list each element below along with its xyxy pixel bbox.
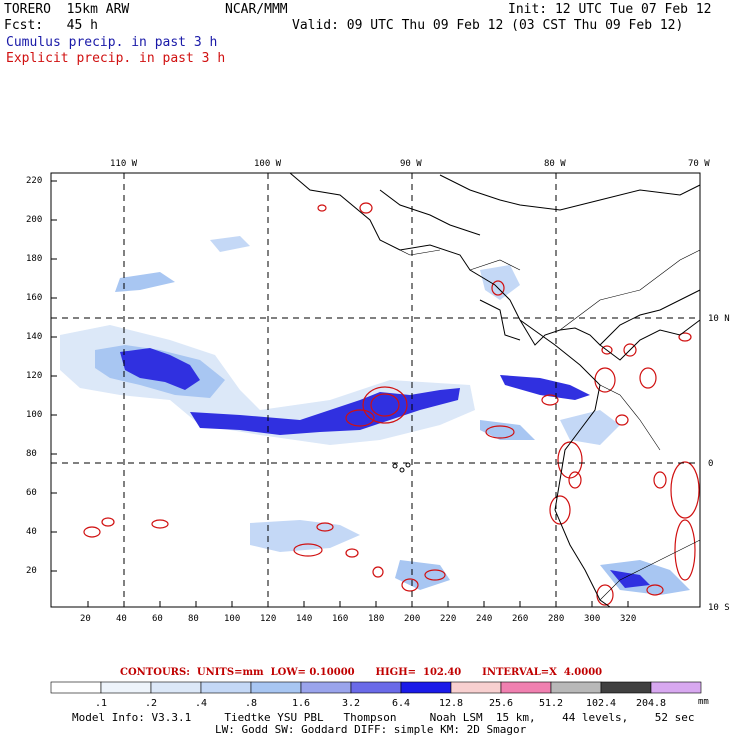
lat-label-10s: 10 S xyxy=(708,603,730,613)
x-tick-label: 220 xyxy=(440,614,457,624)
colorbar-tick-label: .1 xyxy=(95,698,107,709)
colorbar-tick-label: .8 xyxy=(245,698,257,709)
colorbar-swatch xyxy=(350,681,402,694)
x-tick-label: 40 xyxy=(116,614,127,624)
lat-label-0: 0 xyxy=(708,459,714,469)
colorbar-tick-label: 12.8 xyxy=(439,698,463,709)
x-tick-label: 160 xyxy=(332,614,349,624)
y-tick-label: 140 xyxy=(26,332,43,342)
x-tick-label: 60 xyxy=(152,614,163,624)
colorbar-swatch xyxy=(200,681,252,694)
y-tick-label: 180 xyxy=(26,254,43,264)
x-tick-marks xyxy=(87,601,629,607)
colorbar-tick-label: .2 xyxy=(145,698,157,709)
country-borders xyxy=(379,239,701,601)
model-info-line1: Model Info: V3.3.1 Tiedtke YSU PBL Thomp… xyxy=(72,711,695,724)
y-tick-label: 220 xyxy=(26,176,43,186)
y-tick-label: 80 xyxy=(26,449,37,459)
colorbar-tick-label: 102.4 xyxy=(586,698,616,709)
colorbar-swatch xyxy=(650,681,702,694)
graticule xyxy=(51,173,700,607)
y-tick-label: 100 xyxy=(26,410,43,420)
lon-label-100w: 100 W xyxy=(254,159,282,169)
colorbar-swatch xyxy=(250,681,302,694)
colorbar-swatch xyxy=(550,681,602,694)
x-tick-label: 100 xyxy=(224,614,241,624)
colorbar-tick-label: 25.6 xyxy=(489,698,513,709)
colorbar-swatch xyxy=(300,681,352,694)
colorbar-tick-label: 3.2 xyxy=(342,698,360,709)
y-tick-label: 60 xyxy=(26,488,37,498)
lon-label-80w: 80 W xyxy=(544,159,566,169)
x-tick-label: 140 xyxy=(296,614,313,624)
colorbar-tick-label: 51.2 xyxy=(539,698,563,709)
x-tick-label: 80 xyxy=(188,614,199,624)
model-name: TORERO 15km ARW xyxy=(4,2,130,17)
forecast-hour: Fcst: 45 h xyxy=(4,18,98,33)
y-tick-label: 20 xyxy=(26,566,37,576)
organization: NCAR/MMM xyxy=(225,2,288,17)
x-tick-label: 300 xyxy=(584,614,601,624)
y-tick-label: 120 xyxy=(26,371,43,381)
explicit-legend: Explicit precip. in past 3 h xyxy=(6,51,226,66)
x-tick-label: 20 xyxy=(80,614,91,624)
x-tick-label: 320 xyxy=(620,614,637,624)
explicit-precip-contours xyxy=(83,202,700,606)
colorbar-swatch xyxy=(50,681,102,694)
colorbar-swatch xyxy=(450,681,502,694)
colorbar-tick-label: 204.8 xyxy=(636,698,666,709)
y-tick-marks xyxy=(51,180,57,572)
colorbar-swatch xyxy=(600,681,652,694)
colorbar-unit: mm xyxy=(698,697,709,707)
x-tick-label: 200 xyxy=(404,614,421,624)
valid-time: Valid: 09 UTC Thu 09 Feb 12 (03 CST Thu … xyxy=(292,18,684,33)
model-info-line2: LW: Godd SW: Goddard DIFF: simple KM: 2D… xyxy=(215,723,527,736)
lat-label-10n: 10 N xyxy=(708,314,730,324)
colorbar-swatch xyxy=(150,681,202,694)
colorbar-title: CONTOURS: UNITS=mm LOW= 0.10000 HIGH= 10… xyxy=(120,667,603,678)
colorbar: .1 .2 .4 .8 1.6 3.2 6.4 12.8 25.6 51.2 102.4 204.8 xyxy=(50,681,702,709)
coastlines xyxy=(289,172,701,608)
x-tick-label: 280 xyxy=(548,614,565,624)
init-time: Init: 12 UTC Tue 07 Feb 12 xyxy=(508,2,712,17)
y-tick-label: 200 xyxy=(26,215,43,225)
cumulus-legend: Cumulus precip. in past 3 h xyxy=(6,35,218,50)
x-tick-label: 180 xyxy=(368,614,385,624)
lon-label-90w: 90 W xyxy=(400,159,422,169)
x-tick-label: 260 xyxy=(512,614,529,624)
y-tick-label: 160 xyxy=(26,293,43,303)
colorbar-swatch xyxy=(500,681,552,694)
y-tick-label: 40 xyxy=(26,527,37,537)
colorbar-tick-label: 6.4 xyxy=(392,698,410,709)
x-tick-label: 120 xyxy=(260,614,277,624)
cumulus-precip-areas xyxy=(60,236,690,595)
lon-label-70w: 70 W xyxy=(688,159,710,169)
colorbar-swatch xyxy=(100,681,152,694)
lon-label-110w: 110 W xyxy=(110,159,138,169)
colorbar-tick-label: 1.6 xyxy=(292,698,310,709)
colorbar-tick-label: .4 xyxy=(195,698,207,709)
x-tick-label: 240 xyxy=(476,614,493,624)
colorbar-swatch xyxy=(400,681,452,694)
